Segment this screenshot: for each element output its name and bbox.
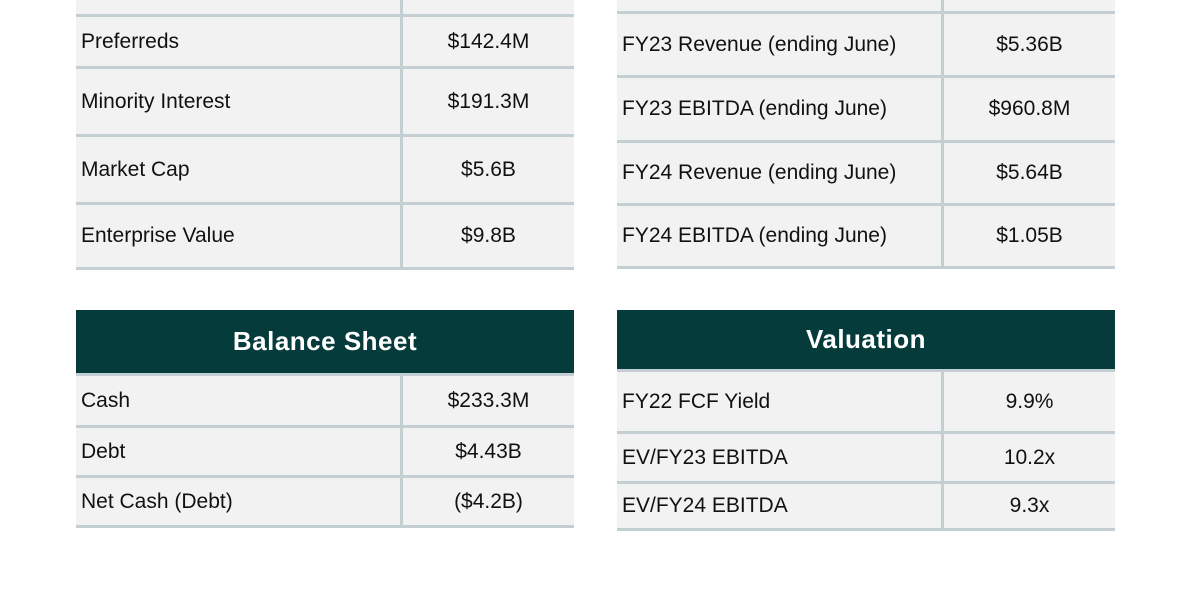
- row-label: Shares Outstanding: [76, 0, 400, 17]
- table-title: Balance Sheet: [76, 310, 574, 376]
- row-value: [400, 0, 574, 17]
- row-label: FY24 Revenue (ending June): [617, 143, 941, 206]
- row-value: 9.9%: [941, 372, 1115, 434]
- row-value: $4.43B: [400, 428, 574, 478]
- row-label: FY23 EBITDA (ending June): [617, 78, 941, 143]
- row-label: EV/FY23 EBITDA: [617, 434, 941, 484]
- row-value: $5.36B: [941, 14, 1115, 78]
- row-label: FY24 EBITDA (ending June): [617, 206, 941, 269]
- row-value: $960.8M: [941, 78, 1115, 143]
- row-label: Net Cash (Debt): [76, 478, 400, 528]
- row-label: Market Cap: [76, 137, 400, 205]
- cut-row-value: [941, 0, 1115, 14]
- row-value: $9.8B: [400, 205, 574, 270]
- row-label: Debt: [76, 428, 400, 478]
- row-label: Preferreds: [76, 17, 400, 69]
- row-value: $1.05B: [941, 206, 1115, 269]
- row-value: $191.3M: [400, 69, 574, 137]
- cut-row-label: [617, 0, 941, 14]
- row-value: 9.3x: [941, 484, 1115, 531]
- row-value: $233.3M: [400, 376, 574, 428]
- row-label: Minority Interest: [76, 69, 400, 137]
- table-title: Valuation: [617, 310, 1115, 372]
- row-label: FY22 FCF Yield: [617, 372, 941, 434]
- row-label: FY23 Revenue (ending June): [617, 14, 941, 78]
- row-label: Enterprise Value: [76, 205, 400, 270]
- row-value: 10.2x: [941, 434, 1115, 484]
- row-label: EV/FY24 EBITDA: [617, 484, 941, 531]
- row-value: $5.64B: [941, 143, 1115, 206]
- row-value: ($4.2B): [400, 478, 574, 528]
- row-value: $142.4M: [400, 17, 574, 69]
- row-value: $5.6B: [400, 137, 574, 205]
- row-label: Cash: [76, 376, 400, 428]
